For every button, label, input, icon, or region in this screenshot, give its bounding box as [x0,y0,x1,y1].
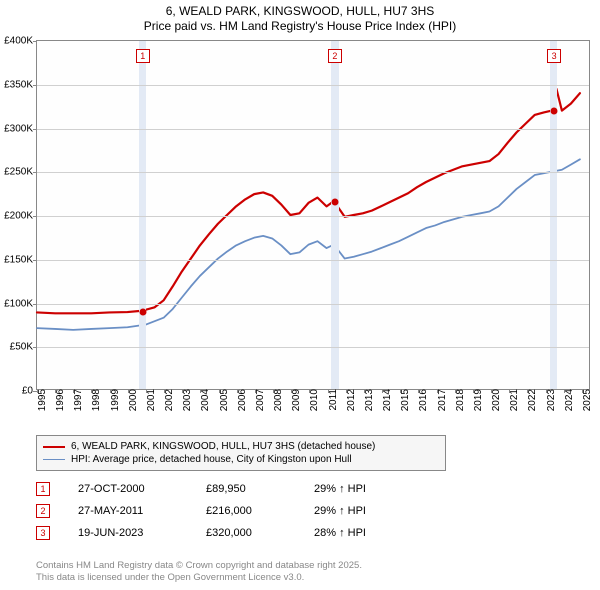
x-axis-label: 2006 [233,389,248,411]
x-axis-label: 2007 [251,389,266,411]
title-line-2: Price paid vs. HM Land Registry's House … [0,19,600,34]
footer: Contains HM Land Registry data © Crown c… [36,560,362,584]
x-axis-label: 2020 [487,389,502,411]
legend-swatch [43,446,65,448]
series-price_paid [37,89,580,314]
chart-lines-svg [37,41,589,389]
sale-relative-hpi: 29% ↑ HPI [314,483,414,495]
x-axis-label: 2019 [469,389,484,411]
sales-table: 1 27-OCT-2000 £89,950 29% ↑ HPI 2 27-MAY-2011… [36,478,414,544]
y-axis-label: £350K [4,79,37,90]
y-gridline [37,304,589,305]
x-axis-label: 2001 [142,389,157,411]
legend-row: 6, WEALD PARK, KINGSWOOD, HULL, HU7 3HS … [43,440,439,453]
sale-date: 19-JUN-2023 [78,527,178,539]
sale-relative-hpi: 29% ↑ HPI [314,505,414,517]
sale-number-box: 1 [36,482,50,496]
x-axis-label: 2013 [360,389,375,411]
x-axis-label: 1997 [69,389,84,411]
chart-container: 6, WEALD PARK, KINGSWOOD, HULL, HU7 3HS … [0,0,600,590]
x-axis-label: 2010 [305,389,320,411]
x-axis-label: 2009 [287,389,302,411]
x-axis-label: 2012 [342,389,357,411]
x-axis-label: 2002 [160,389,175,411]
sale-price: £89,950 [206,483,286,495]
y-gridline [37,85,589,86]
sale-number-box: 2 [36,504,50,518]
x-axis-label: 2003 [178,389,193,411]
x-axis-label: 2021 [505,389,520,411]
title-block: 6, WEALD PARK, KINGSWOOD, HULL, HU7 3HS … [0,0,600,36]
sale-table-row: 3 19-JUN-2023 £320,000 28% ↑ HPI [36,522,414,544]
x-axis-label: 2014 [378,389,393,411]
sale-date: 27-OCT-2000 [78,483,178,495]
x-axis-label: 2025 [578,389,593,411]
sale-date: 27-MAY-2011 [78,505,178,517]
footer-line-2: This data is licensed under the Open Gov… [36,572,362,584]
legend-swatch [43,459,65,460]
x-axis-label: 2004 [196,389,211,411]
sale-marker-box: 2 [328,49,342,63]
sale-price: £320,000 [206,527,286,539]
sale-marker-box: 3 [547,49,561,63]
y-axis-label: £50K [10,342,37,353]
sale-marker-box: 1 [136,49,150,63]
legend-label: 6, WEALD PARK, KINGSWOOD, HULL, HU7 3HS … [71,440,375,453]
x-axis-label: 1995 [33,389,48,411]
x-axis-label: 1999 [106,389,121,411]
x-axis-label: 2008 [269,389,284,411]
highlight-band [331,41,338,389]
x-axis-label: 2015 [396,389,411,411]
y-axis-label: £250K [4,167,37,178]
legend-label: HPI: Average price, detached house, City… [71,453,352,466]
x-axis-label: 2022 [523,389,538,411]
x-axis-label: 2000 [124,389,139,411]
sale-point-dot [551,108,558,115]
x-axis-label: 2016 [414,389,429,411]
sale-table-row: 2 27-MAY-2011 £216,000 29% ↑ HPI [36,500,414,522]
x-axis-label: 1996 [51,389,66,411]
y-axis-label: £150K [4,254,37,265]
title-line-1: 6, WEALD PARK, KINGSWOOD, HULL, HU7 3HS [0,4,600,19]
y-gridline [37,347,589,348]
y-axis-label: £100K [4,298,37,309]
sale-point-dot [139,309,146,316]
chart-plot-area: £0£50K£100K£150K£200K£250K£300K£350K£400… [36,40,590,390]
highlight-band [550,41,557,389]
legend: 6, WEALD PARK, KINGSWOOD, HULL, HU7 3HS … [36,435,446,471]
x-axis-label: 2005 [215,389,230,411]
x-axis-label: 2024 [560,389,575,411]
y-gridline [37,260,589,261]
sale-number-box: 3 [36,526,50,540]
x-axis-label: 2011 [324,389,339,411]
y-axis-label: £300K [4,123,37,134]
y-gridline [37,172,589,173]
y-gridline [37,129,589,130]
sale-point-dot [331,199,338,206]
sale-relative-hpi: 28% ↑ HPI [314,527,414,539]
footer-line-1: Contains HM Land Registry data © Crown c… [36,560,362,572]
sale-table-row: 1 27-OCT-2000 £89,950 29% ↑ HPI [36,478,414,500]
legend-row: HPI: Average price, detached house, City… [43,453,439,466]
x-axis-label: 1998 [87,389,102,411]
sale-price: £216,000 [206,505,286,517]
x-axis-label: 2023 [542,389,557,411]
y-gridline [37,216,589,217]
highlight-band [139,41,146,389]
y-axis-label: £200K [4,211,37,222]
y-axis-label: £400K [4,36,37,47]
x-axis-label: 2018 [451,389,466,411]
x-axis-label: 2017 [433,389,448,411]
